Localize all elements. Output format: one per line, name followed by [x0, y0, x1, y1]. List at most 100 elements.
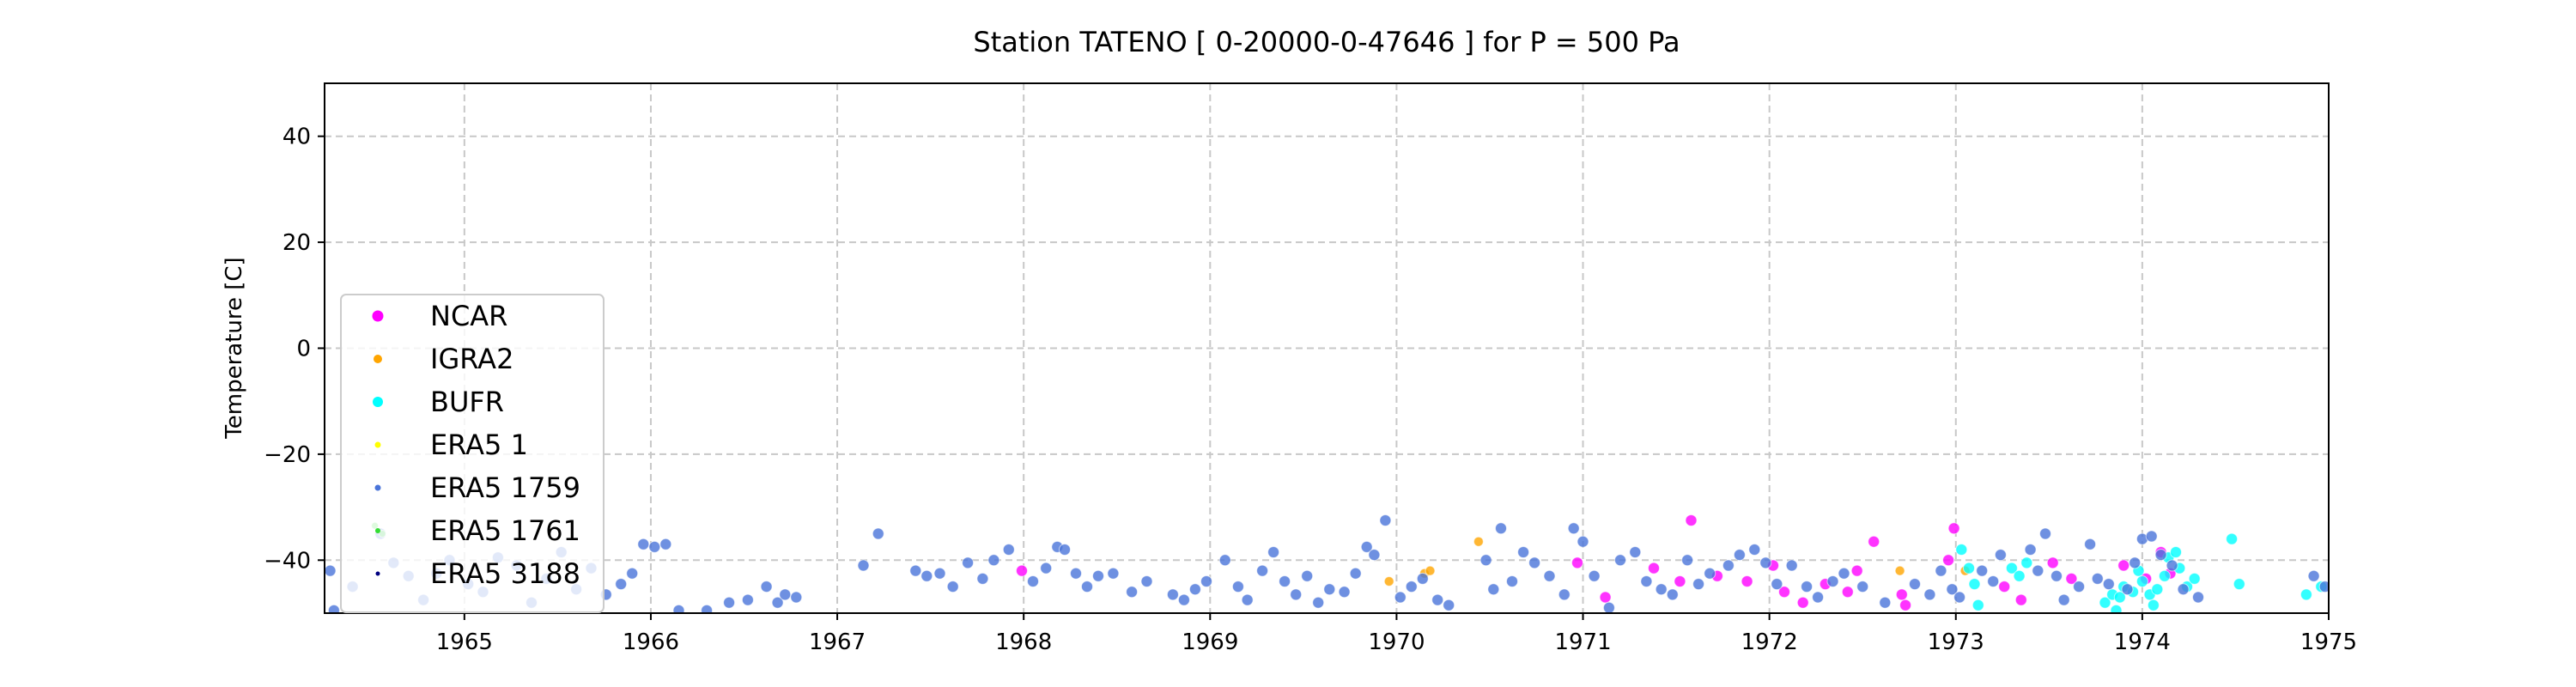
legend-label: ERA5 3188 — [430, 557, 580, 590]
point-igra2 — [1473, 536, 1484, 547]
grid-lines — [325, 83, 2330, 613]
point-era5-1759 — [1241, 593, 1254, 606]
point-ncar — [1947, 522, 1960, 535]
x-tick-label: 1970 — [1368, 629, 1425, 655]
point-era5-1759 — [1812, 591, 1825, 604]
point-bufr — [2170, 546, 2182, 558]
legend-marker — [375, 528, 380, 533]
point-ncar — [1674, 575, 1686, 587]
point-era5-1759 — [723, 596, 736, 609]
point-era5-1759 — [1002, 544, 1015, 556]
point-era5-1759 — [2145, 530, 2158, 543]
point-era5-1759 — [1177, 593, 1190, 606]
point-ncar — [1841, 586, 1854, 599]
point-era5-1759 — [1629, 546, 1642, 558]
point-ncar — [1895, 588, 1908, 601]
point-ncar — [1778, 586, 1790, 599]
point-ncar — [1648, 562, 1660, 575]
point-era5-1759 — [1909, 578, 1921, 591]
point-era5-1759 — [1301, 569, 1314, 582]
y-axis-title: Temperature [C] — [222, 257, 247, 439]
point-era5-1759 — [1416, 572, 1429, 585]
legend-marker — [375, 571, 380, 576]
point-era5-1759 — [976, 572, 989, 585]
point-era5-1759 — [1748, 544, 1761, 556]
point-era5-1759 — [1935, 564, 1947, 577]
point-ncar — [1899, 599, 1912, 611]
point-era5-1759 — [1479, 554, 1492, 567]
point-ncar — [1998, 581, 2011, 593]
point-era5-1759 — [1081, 581, 1093, 593]
point-era5-1759 — [1976, 564, 1989, 577]
point-era5-1759 — [1218, 554, 1231, 567]
point-era5-1759 — [1543, 569, 1556, 582]
legend-marker — [372, 310, 384, 322]
point-bufr — [2151, 583, 2164, 596]
point-era5-1759 — [946, 581, 959, 593]
point-era5-1759 — [1027, 575, 1039, 587]
point-era5-1759 — [2154, 549, 2167, 562]
x-tick-label: 1975 — [2300, 629, 2357, 655]
point-era5-1759 — [2177, 583, 2190, 596]
point-era5-1759 — [1785, 559, 1798, 572]
point-era5-1759 — [872, 527, 884, 540]
point-era5-1759 — [2091, 572, 2104, 585]
point-era5-1759 — [1733, 549, 1746, 562]
point-era5-1759 — [1231, 581, 1244, 593]
point-era5-1759 — [1200, 575, 1212, 587]
point-ncar — [1796, 596, 1809, 609]
point-era5-1759 — [920, 569, 933, 582]
point-era5-1759 — [327, 604, 340, 613]
point-era5-1759 — [1771, 578, 1783, 591]
chart-title: Station TATENO [ 0-20000-0-47646 ] for P… — [973, 26, 1680, 58]
point-ncar — [1850, 564, 1863, 577]
point-era5-1759 — [672, 604, 685, 613]
point-bufr — [2136, 575, 2148, 587]
point-era5-1759 — [1279, 575, 1291, 587]
x-axis: 1965 1966 1967 1968 1969 1970 1971 1972 1973 1974… — [436, 613, 2357, 655]
y-tick-label: −40 — [264, 548, 311, 574]
point-era5-1759 — [2057, 593, 2070, 606]
point-era5-1759 — [2129, 556, 2142, 569]
point-bufr — [1968, 578, 1981, 591]
point-ncar — [1571, 556, 1583, 569]
point-era5-1759 — [2024, 544, 2037, 556]
point-ncar — [1016, 564, 1028, 577]
y-axis: −40 −20 0 20 40 — [264, 125, 325, 574]
point-igra2 — [1425, 565, 1436, 576]
legend: NCAR IGRA2 BUFR ERA5 1 ERA5 1759 ERA5 1761 ERA… — [340, 294, 605, 613]
point-bufr — [2110, 604, 2123, 613]
point-era5-1759 — [1059, 544, 1071, 556]
legend-label: IGRA2 — [430, 343, 513, 375]
point-era5-1759 — [1506, 575, 1518, 587]
x-tick-label: 1973 — [1928, 629, 1984, 655]
legend-marker — [374, 355, 382, 363]
point-era5-1759 — [1368, 549, 1381, 562]
point-era5-1759 — [1431, 593, 1444, 606]
point-era5-1759 — [1994, 549, 2007, 562]
point-ncar — [1868, 535, 1880, 548]
point-era5-1759 — [1360, 540, 1373, 553]
point-era5-1759 — [1826, 575, 1839, 587]
point-era5-1759 — [1487, 583, 1500, 596]
point-igra2 — [1383, 576, 1394, 587]
point-era5-1759 — [1577, 535, 1589, 548]
point-era5-1759 — [779, 588, 792, 601]
point-era5-1759 — [1567, 522, 1580, 535]
point-era5-1759 — [1759, 556, 1772, 569]
point-era5-1759 — [962, 556, 975, 569]
legend-label: BUFR — [430, 386, 504, 418]
point-bufr — [2226, 532, 2239, 545]
point-era5-1759 — [1801, 581, 1814, 593]
y-tick-label: 0 — [296, 337, 311, 362]
point-era5-1759 — [1107, 567, 1120, 580]
point-ncar — [2046, 556, 2059, 569]
point-era5-1759 — [1987, 575, 2000, 587]
point-ncar — [2014, 593, 2027, 606]
x-tick-label: 1968 — [995, 629, 1052, 655]
y-tick-label: 20 — [283, 230, 311, 256]
point-bufr — [2147, 599, 2160, 611]
legend-marker — [374, 441, 381, 448]
point-era5-1759 — [760, 581, 773, 593]
point-era5-1759 — [1838, 567, 1850, 580]
